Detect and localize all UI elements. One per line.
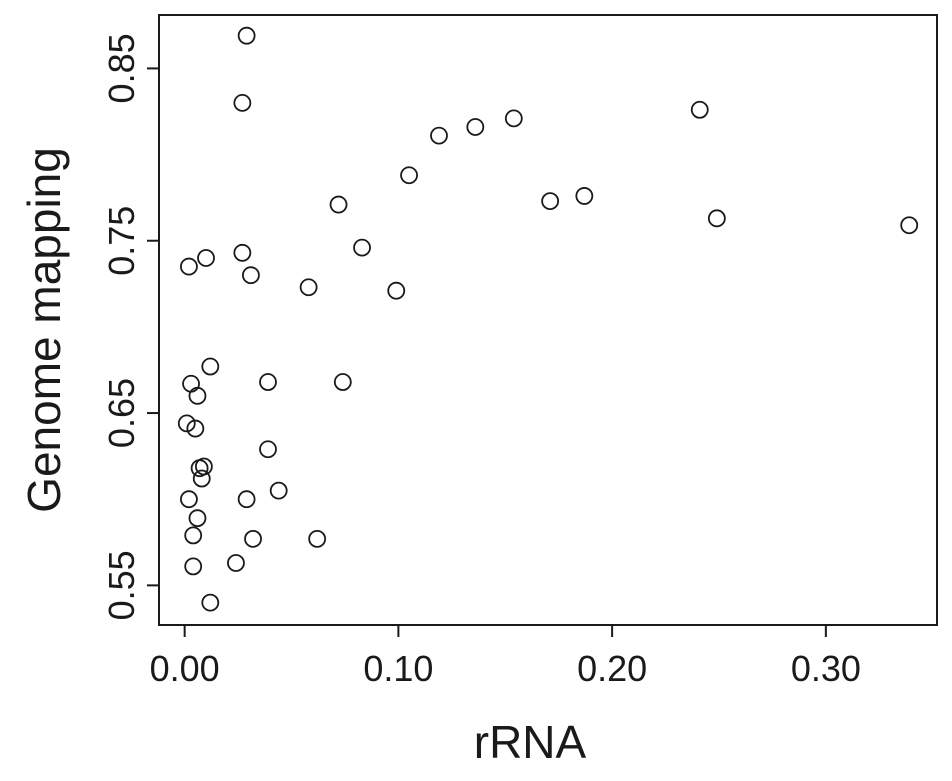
data-point [242, 266, 260, 285]
x-tick-label: 0.30 [791, 648, 861, 689]
x-axis-label: rRNA [474, 716, 587, 768]
plot-frame [158, 14, 938, 626]
x-axis: 0.00 0.10 0.20 0.30 [150, 625, 861, 689]
data-point [180, 490, 198, 509]
data-point [233, 243, 252, 262]
data-point [541, 192, 560, 211]
data-point [201, 357, 220, 376]
x-tick-label: 0.20 [577, 648, 647, 689]
x-tick-label: 0.00 [150, 648, 220, 689]
data-point [184, 557, 203, 576]
data-point [387, 281, 406, 300]
data-point [259, 440, 277, 459]
data-point [353, 238, 371, 257]
data-point [192, 469, 211, 488]
data-point [466, 118, 485, 136]
data-point [197, 249, 215, 267]
data-point [190, 459, 209, 478]
data-point [184, 526, 203, 545]
data-point [333, 373, 352, 391]
data-point [227, 554, 245, 572]
data-point [329, 195, 348, 214]
data-point [259, 373, 277, 391]
data-point [308, 529, 327, 548]
y-tick-label: 0.85 [101, 33, 142, 103]
data-point [244, 529, 262, 548]
data-point [233, 93, 252, 112]
data-point [177, 414, 196, 433]
data-points [177, 26, 919, 612]
data-point [299, 278, 318, 297]
x-tick-label: 0.10 [363, 648, 433, 689]
data-point [201, 593, 220, 612]
data-point [707, 209, 726, 228]
data-point [237, 490, 256, 509]
data-point [186, 419, 205, 438]
data-point [400, 166, 418, 185]
y-axis: 0.55 0.65 0.75 0.85 [101, 33, 159, 620]
data-point [237, 26, 256, 45]
y-axis-label: Genome mapping [18, 147, 70, 513]
data-point [575, 187, 594, 205]
data-point [188, 386, 207, 405]
y-tick-label: 0.65 [101, 378, 142, 448]
data-point [182, 374, 200, 393]
data-point [900, 216, 919, 235]
data-point [188, 509, 207, 528]
y-tick-label: 0.75 [101, 206, 142, 276]
data-point [504, 109, 523, 128]
data-point [269, 481, 288, 500]
y-tick-label: 0.55 [101, 550, 142, 620]
data-point [180, 257, 198, 276]
data-point [430, 126, 448, 145]
data-point [690, 100, 709, 119]
